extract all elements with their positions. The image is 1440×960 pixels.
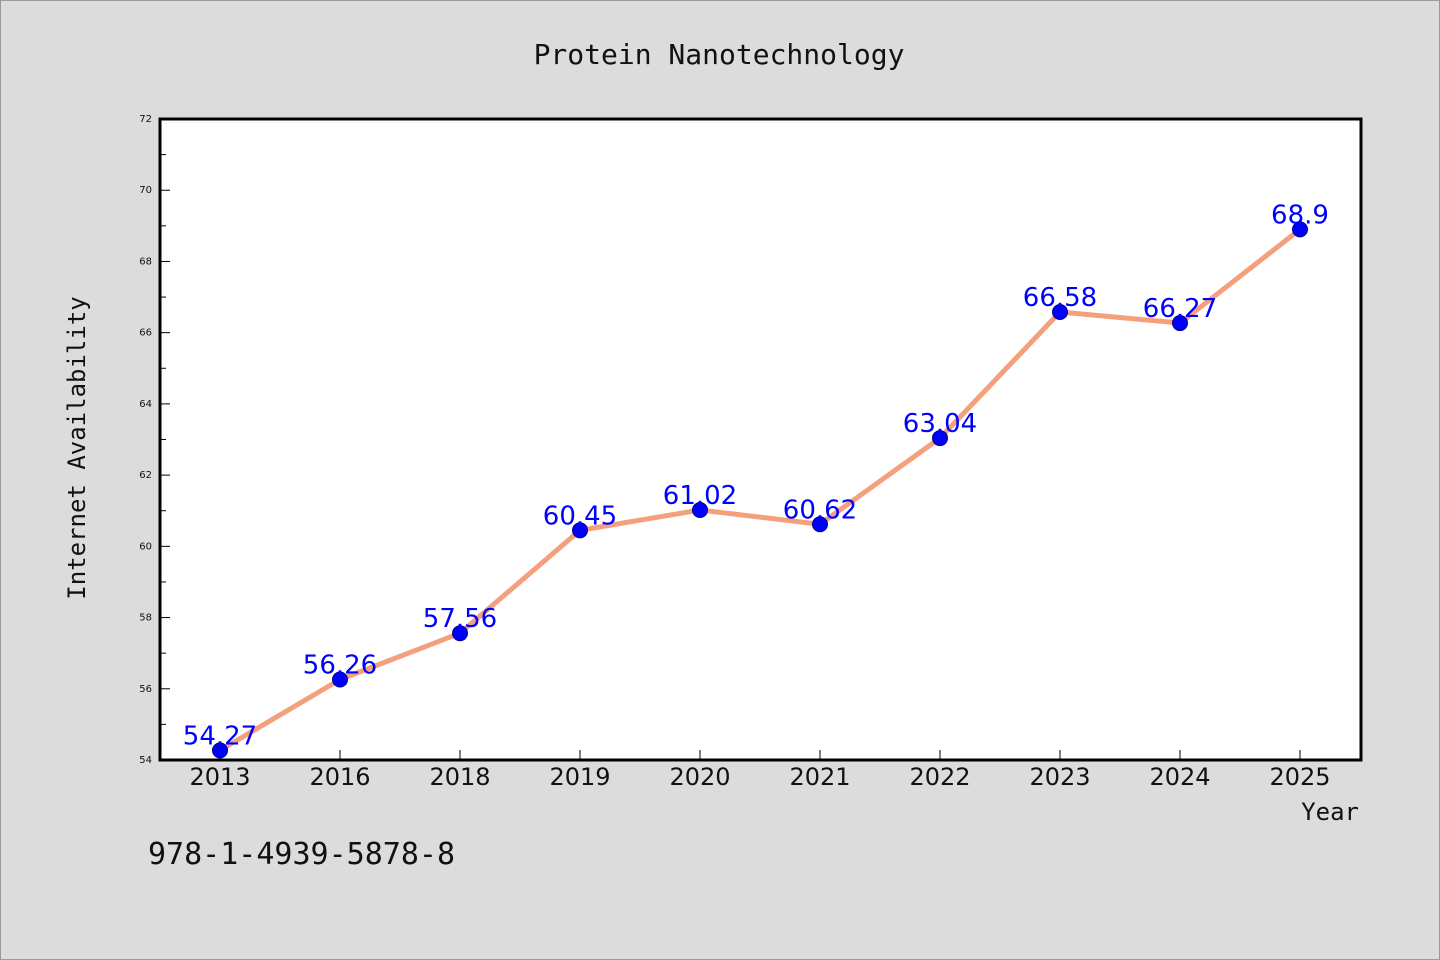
- x-tick-label: 2023: [1029, 763, 1090, 791]
- x-tick-label: 2025: [1269, 763, 1330, 791]
- data-label: 57.56: [423, 604, 497, 634]
- y-tick-label: 62: [139, 470, 152, 481]
- data-label: 68.9: [1271, 200, 1329, 230]
- x-tick-label: 2019: [549, 763, 610, 791]
- series-line: [217, 226, 1303, 753]
- x-tick-label: 2013: [189, 763, 250, 791]
- y-tick-label: 66: [139, 328, 152, 339]
- data-label: 66.58: [1023, 283, 1097, 313]
- y-tick-label: 58: [139, 613, 152, 624]
- y-tick-label: 68: [139, 256, 152, 267]
- data-point: [1172, 315, 1188, 332]
- x-axis-ticks: 2013 2016 2018 2019 2020 2021 2022 2023 2024 2025: [189, 750, 1331, 791]
- x-tick-label: 2018: [429, 763, 490, 791]
- data-label: 56.26: [303, 651, 377, 681]
- x-tick-label: 2020: [669, 763, 730, 791]
- data-point: [1052, 304, 1068, 321]
- data-label: 61.02: [663, 481, 737, 511]
- data-label: 63.04: [903, 409, 977, 439]
- data-label: 60.62: [783, 495, 857, 525]
- y-tick-label: 64: [139, 399, 152, 410]
- x-axis-label: Year: [1301, 798, 1359, 826]
- x-tick-label: 2016: [309, 763, 370, 791]
- data-point: [1292, 221, 1308, 238]
- x-tick-label: 2024: [1149, 763, 1210, 791]
- y-tick-label: 54: [139, 755, 152, 766]
- isbn-annotation: 978-1-4939-5878-8: [148, 837, 455, 872]
- data-point: [812, 516, 828, 533]
- y-tick-label: 56: [139, 684, 152, 695]
- data-label: 66.27: [1143, 294, 1217, 324]
- plot-area: [158, 117, 1363, 762]
- data-point: [572, 522, 588, 539]
- data-point: [212, 742, 228, 759]
- x-tick-label: 2021: [789, 763, 850, 791]
- y-tick-label: 60: [139, 541, 152, 552]
- x-tick-label: 2022: [909, 763, 970, 791]
- data-point: [452, 625, 468, 642]
- data-labels: 54.27 56.26 57.56 60.45 61.02 60.62 63.04 66.58…: [183, 200, 1329, 751]
- y-tick-label: 72: [139, 114, 152, 125]
- y-tick-label: 70: [139, 185, 152, 196]
- data-point: [932, 430, 948, 447]
- data-point: [692, 502, 708, 519]
- data-point: [332, 671, 348, 688]
- data-markers: [212, 221, 1308, 759]
- data-label: 54.27: [183, 721, 257, 751]
- chart-title: Protein Nanotechnology: [534, 38, 905, 71]
- data-label: 60.45: [543, 501, 617, 531]
- y-axis-label: Internet Availability: [63, 296, 91, 599]
- y-axis-ticks: 54 56 58 60 62 64 66 68 70 72: [139, 114, 170, 766]
